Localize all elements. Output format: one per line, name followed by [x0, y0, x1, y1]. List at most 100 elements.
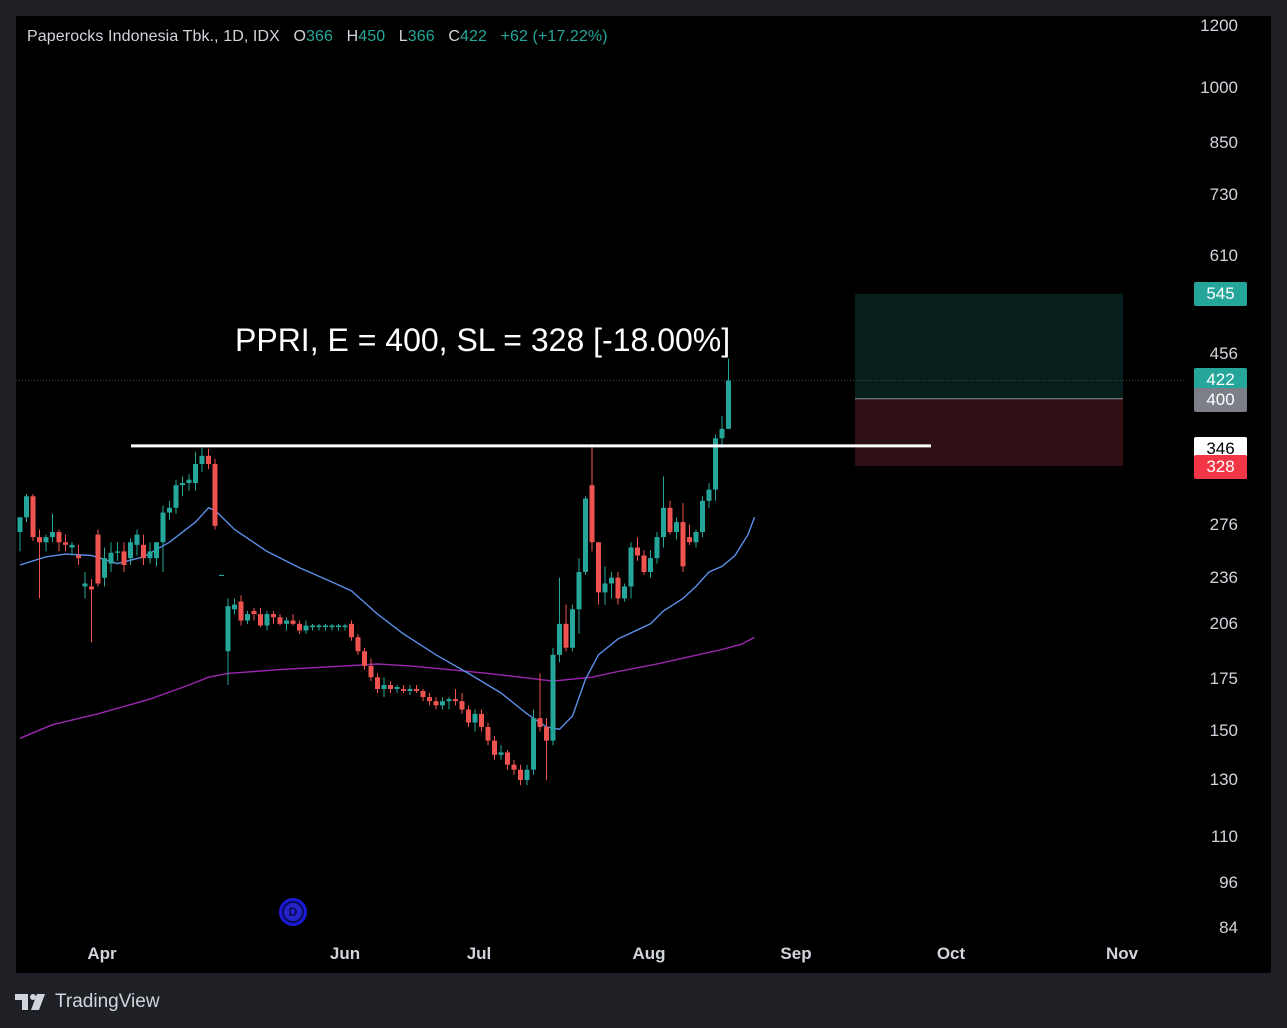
candle-body — [76, 555, 81, 559]
time-tick-label: Jun — [329, 944, 361, 963]
candle-body — [524, 769, 530, 780]
candle-body — [570, 609, 575, 648]
candle-body — [95, 534, 101, 584]
brand-name: TradingView — [55, 991, 160, 1012]
candle-body — [69, 544, 75, 548]
candle-body — [238, 601, 244, 621]
candle-body — [440, 701, 445, 706]
low-value: 366 — [407, 28, 435, 45]
price-tick-label: 610 — [1209, 245, 1238, 265]
candle-body — [199, 455, 205, 464]
time-tick-label: Oct — [936, 944, 966, 963]
candle-body — [615, 577, 621, 599]
candle-body — [654, 537, 660, 559]
open-value: 366 — [306, 28, 334, 45]
candle-body — [193, 463, 198, 483]
candle-body — [622, 586, 627, 599]
symbol-title: Paperocks Indonesia Tbk., 1D, IDX — [27, 28, 280, 45]
price-tick-label: 276 — [1209, 514, 1238, 534]
price-tick-label: 456 — [1209, 344, 1238, 364]
candle-body — [446, 699, 452, 702]
candle-body — [258, 614, 263, 626]
candle-body — [498, 752, 504, 755]
candle-body — [531, 718, 536, 770]
symbol-legend: Paperocks Indonesia Tbk., 1D, IDX O366 H… — [27, 28, 608, 46]
price-tag: 328 — [1194, 455, 1247, 479]
candle-body — [492, 740, 497, 755]
candle-body — [459, 701, 465, 710]
price-tick-label: 1200 — [1200, 16, 1238, 35]
candle-body — [466, 709, 471, 723]
candle-body — [388, 685, 393, 689]
candle-body — [37, 537, 42, 543]
candle-body — [316, 625, 322, 628]
candle-body — [544, 726, 549, 741]
candle-body — [336, 625, 341, 628]
candle-body — [583, 498, 588, 573]
event-label: D — [284, 903, 302, 921]
time-tick-label: Apr — [87, 944, 117, 963]
price-tick-label: 730 — [1209, 184, 1238, 204]
candle-body — [167, 507, 172, 513]
candle-body — [342, 625, 348, 628]
price-tick-label: 84 — [1219, 918, 1238, 938]
dividend-event-icon[interactable]: D — [279, 898, 307, 926]
price-tick-label: 1000 — [1200, 77, 1238, 97]
candle-body — [24, 496, 29, 518]
candle-body — [453, 699, 458, 702]
target-zone — [855, 293, 1123, 399]
candle-body — [511, 764, 517, 770]
candle-body — [349, 623, 354, 638]
high-value: 450 — [358, 28, 386, 45]
tradingview-logo-icon — [15, 994, 45, 1010]
candle-body — [43, 537, 49, 543]
candle-body — [719, 428, 725, 439]
price-tick-label: 850 — [1209, 132, 1238, 152]
candle-body — [414, 688, 419, 691]
candle-body — [154, 542, 159, 559]
candle-body — [141, 544, 146, 559]
candle-body — [381, 685, 387, 689]
price-tag: 545 — [1194, 282, 1247, 306]
candle-body — [128, 542, 133, 559]
low-key: L — [398, 28, 408, 45]
candle-body — [375, 677, 380, 689]
candle-body — [420, 690, 426, 698]
candle-body — [596, 542, 601, 593]
candle-body — [186, 479, 192, 483]
candle-body — [303, 625, 309, 631]
stop-zone — [855, 398, 1123, 467]
candle-body — [297, 623, 302, 631]
candle-body — [479, 713, 484, 727]
candle-body — [368, 665, 374, 678]
candle-body — [56, 532, 62, 543]
candle-body — [147, 551, 153, 559]
candle-body — [576, 572, 582, 610]
price-tick-label: 130 — [1209, 770, 1238, 789]
candle-body — [563, 623, 569, 648]
candle-body — [310, 625, 315, 628]
time-tick-label: Nov — [1105, 944, 1139, 963]
candle-body — [628, 547, 634, 587]
candle-body — [284, 620, 289, 624]
candle-body — [108, 552, 114, 564]
candle-body — [121, 551, 127, 566]
candle-body — [329, 625, 335, 628]
time-tick-label: Jul — [466, 944, 492, 963]
time-tick-label: Aug — [632, 944, 666, 963]
candle-body — [212, 463, 218, 526]
trade-annotation-text[interactable]: PPRI, E = 400, SL = 328 [-18.00%] — [235, 322, 731, 358]
candle-body — [394, 687, 400, 689]
candle-body — [550, 654, 556, 741]
chart-pane[interactable] — [16, 16, 1271, 973]
candle-body — [245, 614, 250, 621]
high-key: H — [346, 28, 359, 45]
candle-body — [680, 522, 686, 567]
open-key: O — [293, 28, 307, 45]
candle-body — [557, 623, 562, 655]
candle-body — [433, 701, 439, 706]
candle-body — [713, 438, 718, 490]
candle-body — [401, 688, 406, 691]
tradingview-brand[interactable]: TradingView — [15, 990, 160, 1014]
